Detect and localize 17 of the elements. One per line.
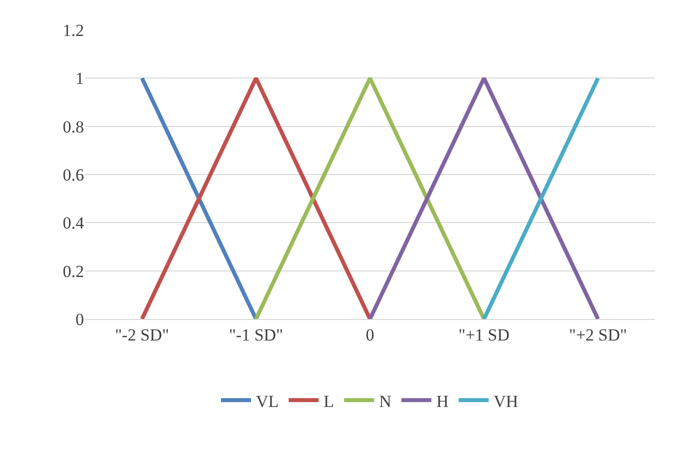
y-tick-label: 0.6 <box>62 165 84 184</box>
x-tick-label: 0 <box>366 325 374 344</box>
y-tick-label: 1.2 <box>62 20 84 40</box>
legend-label: H <box>436 392 449 411</box>
x-tick-label: "+2 SD" <box>569 325 627 344</box>
x-tick-label: "-1 SD" <box>228 325 284 344</box>
y-tick-label: 0.2 <box>62 262 84 281</box>
x-tick-label: "-2 SD" <box>114 325 170 344</box>
y-tick-label: 1 <box>76 69 84 88</box>
y-tick-label: 0.4 <box>62 214 84 233</box>
y-tick-label: 0 <box>76 310 84 329</box>
legend-label: VH <box>494 392 518 411</box>
y-tick-label: 0.8 <box>62 117 84 136</box>
x-tick-label: "+1 SD <box>458 325 510 344</box>
legend-label: VL <box>256 392 279 411</box>
legend-label: L <box>324 392 334 411</box>
legend-label: N <box>379 392 392 411</box>
